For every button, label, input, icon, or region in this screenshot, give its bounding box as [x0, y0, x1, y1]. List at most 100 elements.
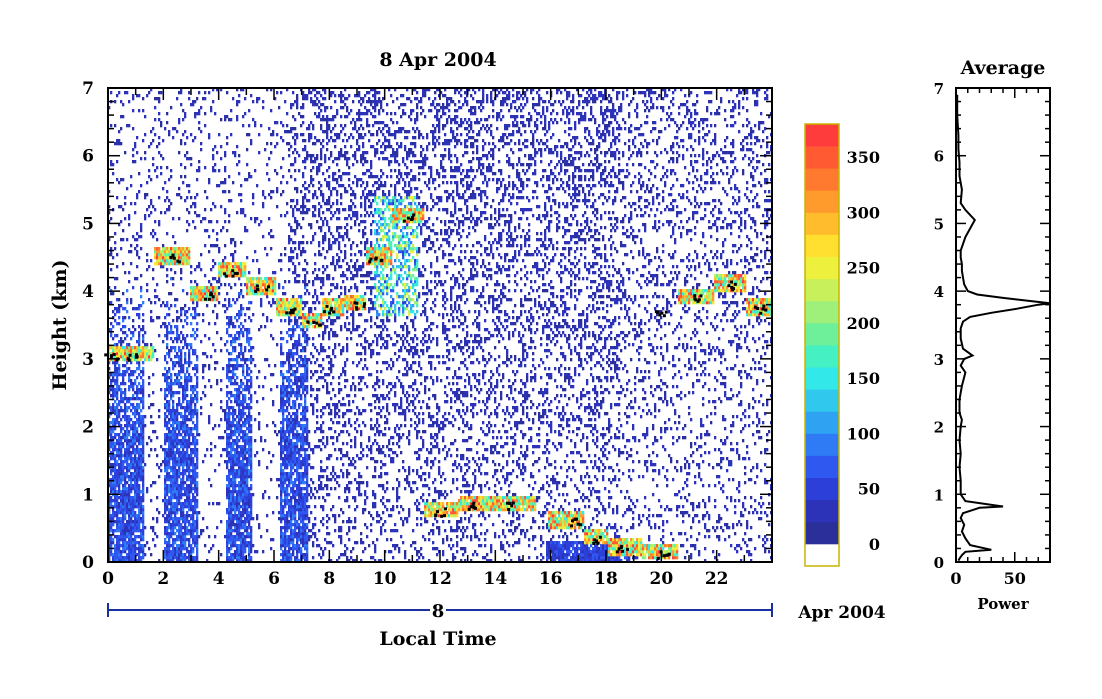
heatmap-cell	[292, 430, 295, 434]
heatmap-cell	[142, 538, 145, 542]
heatmap-cell	[138, 457, 141, 461]
heatmap-cell	[156, 97, 159, 101]
heatmap-cell	[172, 406, 175, 410]
heatmap-cell	[178, 427, 181, 431]
heatmap-cell	[214, 367, 217, 371]
heatmap-cell	[132, 526, 135, 530]
heatmap-cell	[118, 373, 121, 377]
heatmap-cell	[166, 559, 169, 563]
heatmap-cell	[186, 469, 189, 473]
heatmap-cell	[152, 421, 155, 425]
heatmap-cell	[242, 484, 245, 488]
heatmap-cell	[232, 238, 235, 242]
heatmap-cell	[118, 517, 121, 521]
heatmap-cell	[298, 460, 301, 464]
heatmap-cell	[144, 526, 147, 530]
heatmap-cell	[294, 544, 297, 548]
heatmap-cell	[118, 556, 121, 560]
heatmap-cell	[130, 481, 133, 485]
heatmap-cell	[288, 319, 291, 323]
heatmap-cell	[210, 286, 213, 290]
heatmap-cell	[156, 250, 159, 254]
heatmap-cell	[126, 502, 129, 506]
heatmap-cell	[114, 313, 117, 317]
heatmap-cell	[136, 151, 139, 155]
heatmap-cell	[194, 439, 197, 443]
heatmap-cell	[296, 136, 299, 140]
heatmap-cell	[196, 364, 199, 368]
heatmap-cell	[192, 508, 195, 512]
heatmap-cell	[142, 475, 145, 479]
heatmap-cell	[294, 298, 297, 302]
heatmap-cell	[260, 289, 263, 293]
heatmap-cell	[250, 280, 253, 284]
heatmap-cell	[124, 499, 127, 503]
heatmap-cell	[136, 445, 139, 449]
heatmap-cell	[292, 448, 295, 452]
heatmap-cell	[178, 520, 181, 524]
heatmap-cell	[120, 472, 123, 476]
heatmap-cell	[134, 142, 137, 146]
heatmap-cell	[266, 466, 269, 470]
heatmap-cell	[116, 394, 119, 398]
heatmap-cell	[148, 454, 151, 458]
heatmap-cell	[192, 556, 195, 560]
heatmap-cell	[198, 160, 201, 164]
heatmap-cell	[262, 292, 265, 296]
heatmap-cell	[296, 484, 299, 488]
heatmap-cell	[290, 457, 293, 461]
heatmap-cell	[134, 496, 137, 500]
heatmap-cell	[144, 463, 147, 467]
heatmap-cell	[114, 232, 117, 236]
heatmap-cell	[288, 403, 291, 407]
heatmap-cell	[196, 520, 199, 524]
heatmap-cell	[136, 94, 139, 98]
heatmap-cell	[264, 376, 267, 380]
heatmap-cell	[286, 427, 289, 431]
heatmap-cell	[174, 490, 177, 494]
heatmap-cell	[124, 514, 127, 518]
heatmap-cell	[196, 517, 199, 521]
heatmap-cell	[240, 403, 243, 407]
heatmap-cell	[114, 418, 117, 422]
heatmap-cell	[122, 115, 125, 119]
heatmap-cell	[278, 259, 281, 263]
heatmap-cell	[248, 544, 251, 548]
heatmap-cell	[194, 388, 197, 392]
heatmap-cell	[224, 268, 227, 272]
heatmap-cell	[230, 460, 233, 464]
heatmap-cell	[130, 175, 133, 179]
heatmap-cell	[110, 409, 113, 413]
heatmap-cell	[226, 541, 229, 545]
heatmap-cell	[174, 466, 177, 470]
heatmap-cell	[300, 526, 303, 530]
heatmap-cell	[128, 439, 131, 443]
heatmap-cell	[144, 331, 147, 335]
heatmap-cell	[292, 481, 295, 485]
heatmap-cell	[122, 487, 125, 491]
heatmap-cell	[188, 406, 191, 410]
heatmap-cell	[186, 310, 189, 314]
heatmap-cell	[292, 517, 295, 521]
heatmap-cell	[294, 220, 297, 224]
heatmap-cell	[140, 502, 143, 506]
heatmap-cell	[288, 451, 291, 455]
heatmap-cell	[252, 280, 255, 284]
heatmap-cell	[184, 445, 187, 449]
heatmap-cell	[228, 283, 231, 287]
heatmap-cell	[276, 91, 279, 95]
heatmap-cell	[122, 538, 125, 542]
heatmap-cell	[298, 478, 301, 482]
heatmap-cell	[194, 298, 197, 302]
heatmap-cell	[286, 430, 289, 434]
heatmap-cell	[110, 505, 113, 509]
heatmap-cell	[248, 526, 251, 530]
heatmap-cell	[240, 304, 243, 308]
heatmap-cell	[122, 307, 125, 311]
heatmap-cell	[124, 91, 127, 95]
heatmap-cell	[228, 502, 231, 506]
heatmap-cell	[122, 502, 125, 506]
heatmap-cell	[216, 502, 219, 506]
heatmap-cell	[248, 511, 251, 515]
heatmap-cell	[184, 538, 187, 542]
